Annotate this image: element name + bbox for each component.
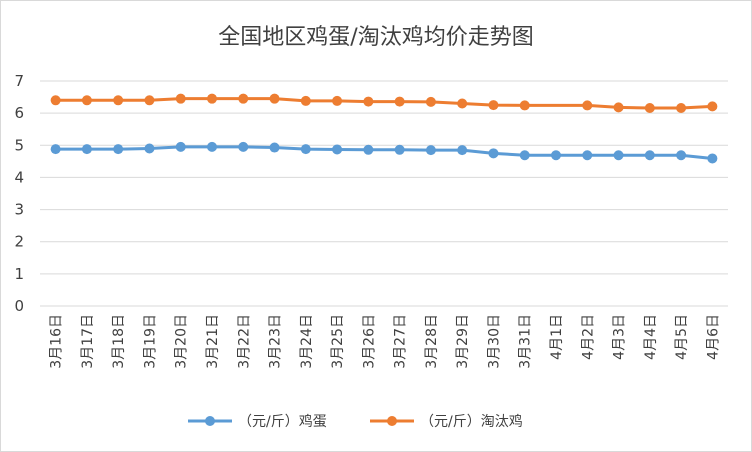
data-point	[707, 101, 718, 112]
data-point	[81, 95, 92, 106]
x-tick-label: 3月20日	[174, 314, 190, 369]
legend-marker	[205, 416, 215, 426]
data-point	[457, 98, 468, 109]
x-tick-label: 3月30日	[486, 314, 502, 369]
x-tick-label: 4月3日	[612, 314, 628, 360]
data-point	[425, 145, 436, 156]
x-tick-label: 3月16日	[49, 314, 65, 369]
data-point	[50, 144, 61, 155]
y-tick-label: 7	[14, 72, 24, 90]
data-point	[207, 93, 217, 104]
data-point	[300, 144, 311, 155]
data-point	[113, 95, 124, 106]
x-tick-label: 4月5日	[674, 314, 690, 360]
data-point	[394, 144, 405, 155]
data-point	[50, 95, 61, 106]
y-tick-label: 6	[14, 104, 24, 122]
x-tick-label: 3月22日	[236, 314, 252, 369]
data-point	[488, 100, 499, 111]
data-point	[81, 144, 92, 155]
data-point	[238, 93, 249, 104]
data-point	[644, 103, 655, 113]
data-point	[425, 96, 436, 107]
x-tick-label: 3月24日	[299, 314, 315, 369]
data-point	[582, 100, 593, 111]
y-tick-label: 4	[14, 168, 24, 186]
y-tick-label: 2	[14, 233, 24, 251]
chart-title: 全国地区鸡蛋/淘汰鸡均价走势图	[218, 25, 533, 50]
data-point	[207, 141, 217, 152]
data-point	[144, 143, 155, 154]
data-point	[613, 150, 624, 161]
x-tick-label: 3月19日	[142, 314, 158, 369]
legend: （元/斤）鸡蛋 （元/斤）淘汰鸡	[188, 413, 523, 430]
x-tick-label: 4月1日	[549, 314, 565, 360]
x-tick-label: 4月6日	[705, 314, 721, 360]
data-point	[332, 95, 343, 106]
data-point	[676, 103, 687, 113]
grid-lines	[40, 80, 728, 307]
y-tick-label: 3	[14, 201, 24, 219]
data-point	[707, 153, 718, 164]
data-point	[269, 142, 280, 153]
data-point	[613, 102, 624, 113]
x-tick-label: 3月27日	[393, 314, 409, 369]
x-tick-label: 3月31日	[518, 314, 534, 369]
series-lines	[50, 93, 718, 164]
data-point	[332, 144, 343, 155]
y-axis-ticks: 0 1 2 3 4 5 6 7	[14, 72, 24, 315]
legend-label: （元/斤）淘汰鸡	[420, 413, 523, 430]
data-point	[551, 150, 561, 161]
x-tick-label: 4月2日	[580, 314, 596, 360]
x-tick-label: 3月18日	[111, 314, 127, 369]
data-point	[488, 148, 499, 159]
data-point	[363, 144, 374, 155]
data-point	[644, 150, 655, 161]
data-point	[238, 141, 249, 152]
x-tick-label: 3月29日	[455, 314, 471, 369]
data-point	[519, 150, 530, 161]
data-point	[363, 96, 374, 107]
data-point	[300, 95, 311, 106]
x-tick-label: 3月17日	[80, 314, 96, 369]
data-point	[457, 145, 468, 156]
data-point	[519, 100, 530, 111]
y-tick-label: 1	[14, 265, 24, 283]
x-tick-label: 3月26日	[361, 314, 377, 369]
data-point	[582, 150, 593, 161]
x-axis-ticks: 3月16日 3月17日 3月18日 3月19日 3月20日 3月21日 3月22日 3月23日…	[49, 314, 722, 369]
y-tick-label: 5	[14, 136, 24, 154]
x-tick-label: 3月23日	[268, 314, 284, 369]
x-tick-label: 4月4日	[643, 314, 659, 360]
legend-marker	[387, 416, 397, 426]
data-point	[269, 93, 280, 104]
x-tick-label: 3月25日	[330, 314, 346, 369]
data-point	[175, 141, 186, 152]
data-point	[144, 95, 155, 106]
x-tick-label: 3月21日	[205, 314, 221, 369]
data-point	[394, 96, 405, 107]
data-point	[175, 93, 186, 104]
data-point	[676, 150, 687, 161]
data-point	[113, 144, 124, 155]
x-tick-label: 3月28日	[424, 314, 440, 369]
series-line-0	[55, 145, 713, 160]
y-tick-label: 0	[14, 297, 24, 315]
legend-label: （元/斤）鸡蛋	[238, 413, 327, 430]
